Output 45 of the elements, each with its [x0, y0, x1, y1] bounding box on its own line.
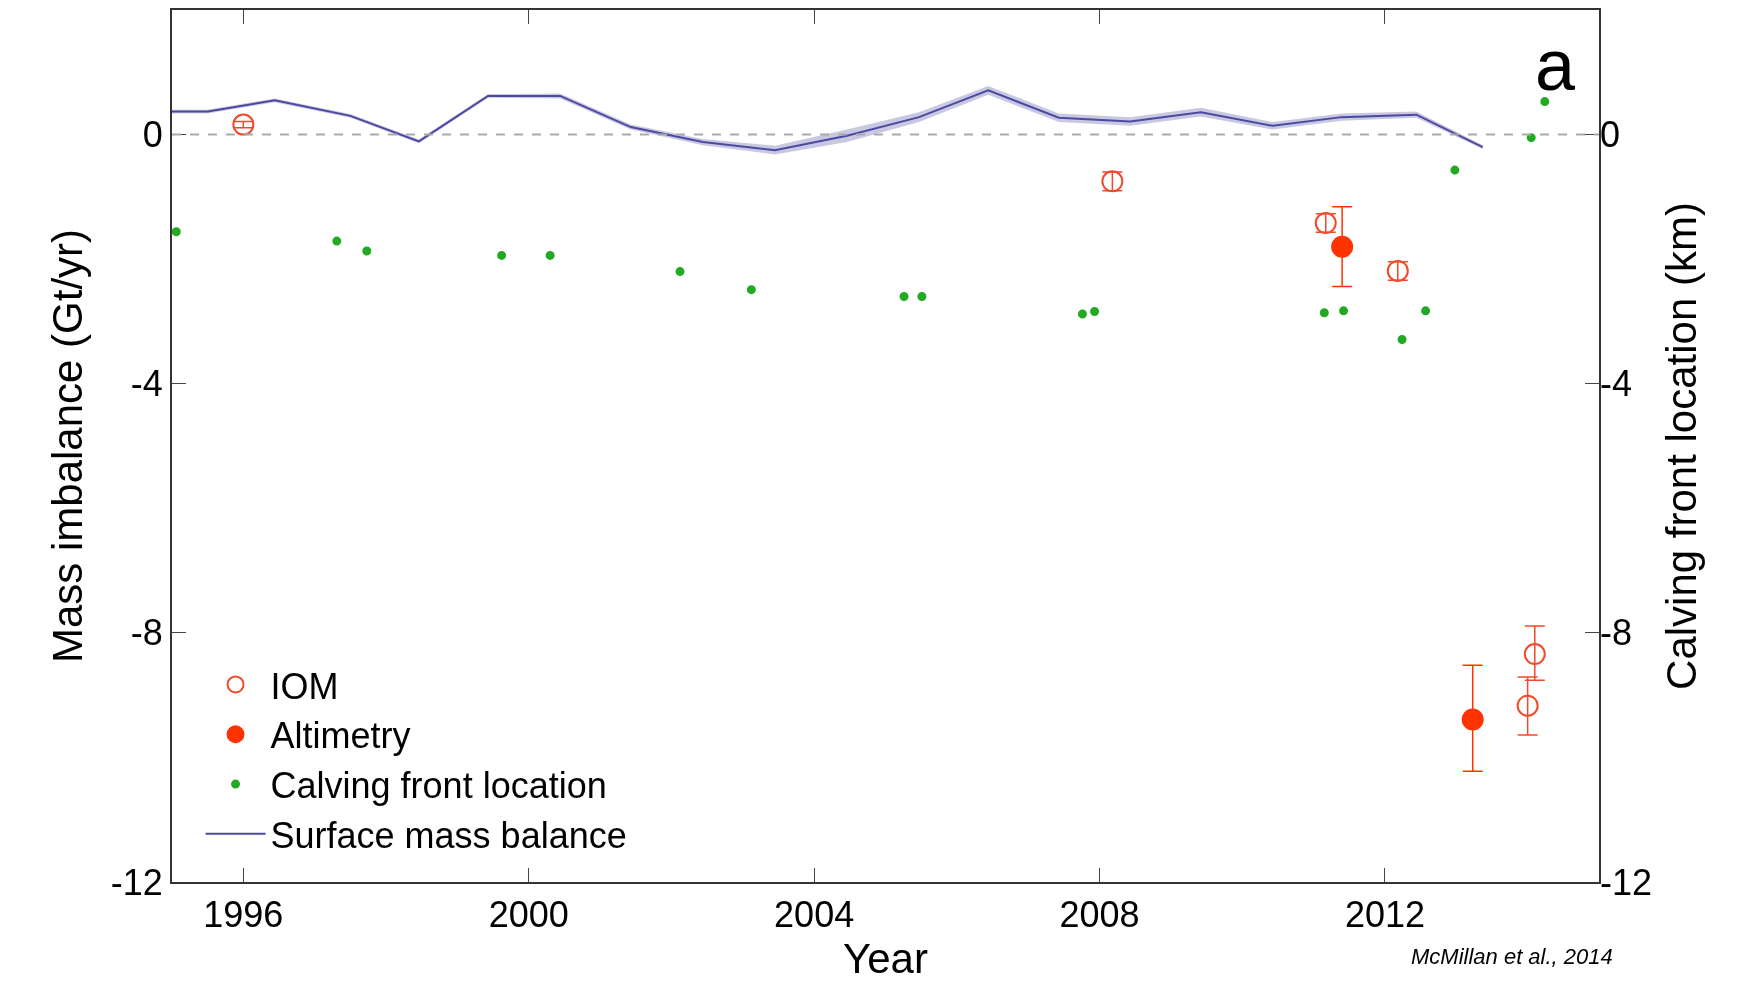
point — [746, 285, 756, 295]
x-tick-label: 2004 — [774, 894, 855, 936]
x-tick-label: 1996 — [203, 894, 284, 936]
legend-label: IOM — [270, 665, 339, 707]
point — [899, 292, 909, 302]
point — [1526, 133, 1536, 143]
y2-tick-label: 0 — [1600, 114, 1621, 156]
point — [1397, 334, 1407, 344]
annotation: a — [1535, 25, 1576, 105]
point — [545, 250, 555, 260]
point — [1319, 308, 1329, 318]
y-tick-label: -12 — [110, 861, 163, 903]
legend-label: Altimetry — [270, 715, 411, 757]
point — [1421, 306, 1431, 316]
y2-tick-label: -12 — [1600, 861, 1653, 903]
x-axis-title: Year — [843, 935, 928, 983]
point — [1077, 309, 1087, 319]
x-tick-label: 2000 — [488, 894, 569, 936]
y-tick-label: 0 — [142, 114, 163, 156]
point — [497, 250, 507, 260]
legend-label: Calving front location — [270, 765, 607, 807]
y-tick-label: -8 — [130, 612, 163, 654]
y-axis-title: Mass imbalance (Gt/yr) — [44, 228, 92, 664]
point — [917, 292, 927, 302]
point — [1461, 708, 1484, 731]
x-tick-label: 2012 — [1344, 894, 1425, 936]
point — [1516, 694, 1539, 717]
point — [1331, 235, 1354, 258]
text: McMillan et al., 2014 — [1411, 944, 1613, 969]
y2-axis-title: Calving front location (km) — [1657, 202, 1705, 690]
x-tick-label: 2008 — [1059, 894, 1140, 936]
point — [172, 227, 181, 237]
point — [1450, 165, 1460, 175]
point — [332, 236, 342, 246]
point — [675, 267, 685, 277]
y2-tick-label: -8 — [1600, 612, 1633, 654]
point — [1090, 306, 1100, 316]
y2-tick-label: -4 — [1600, 363, 1633, 405]
point — [1523, 643, 1546, 666]
legend-label: Surface mass balance — [270, 814, 627, 856]
point — [1540, 97, 1550, 107]
y-tick-label: -4 — [130, 363, 163, 405]
point — [362, 246, 372, 256]
point — [1339, 306, 1349, 316]
point — [232, 113, 255, 136]
